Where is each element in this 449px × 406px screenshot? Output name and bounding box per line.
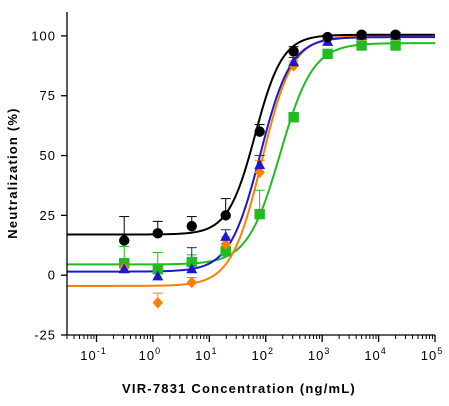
data-point-circle [390,29,401,40]
ticks-layer: -25 0 25 50 75 100 10-1 100 101 102 103 104 105 [31,28,443,363]
data-point-square [254,208,265,220]
y-tick-label: 25 [40,208,56,223]
data-point-circle [119,235,130,246]
data-point-triangle [220,230,232,241]
x-tick-label: 100 [139,346,161,363]
x-tick-label: 105 [421,346,443,363]
data-point-square [390,40,401,51]
data-point-circle [254,126,265,137]
data-point-square [356,40,367,51]
data-point-circle [356,29,367,40]
y-tick-label: 100 [31,28,56,43]
data-point-square [220,246,231,257]
x-tick-label: 10-1 [80,346,106,363]
data-point-triangle [152,270,164,281]
x-tick-label: 103 [308,346,330,363]
fit-curve-circle [67,33,435,236]
y-tick-label: 75 [40,88,56,103]
fit-curves-layer [67,33,436,287]
data-point-circle [186,220,197,232]
data-point-diamond [152,296,163,309]
data-point-square [322,48,333,60]
fit-curve-diamond [67,34,435,287]
data-point-square [288,112,299,123]
data-point-diamond [220,238,231,250]
x-tick-label: 101 [195,346,217,363]
data-point-circle [152,228,163,239]
fit-curve-square [67,42,435,266]
data-point-triangle [254,159,266,170]
data-point-circle [322,31,333,43]
data-point-diamond [254,166,265,179]
data-point-triangle [186,263,198,274]
y-tick-label: -25 [34,328,56,343]
data-point-square [186,256,197,268]
x-axis-title: VIR-7831 Concentration (ng/mL) [122,381,356,396]
x-tick-label: 104 [364,346,386,363]
data-points-layer [118,29,402,309]
data-point-diamond [186,276,197,289]
data-point-triangle [118,263,130,274]
data-point-circle [220,210,231,221]
data-point-triangle [288,56,300,67]
y-axis-title: Neutralization (%) [5,107,20,238]
data-point-square [152,264,163,275]
y-tick-label: 0 [48,268,56,283]
y-tick-label: 50 [40,148,56,163]
data-point-circle [288,46,299,57]
axes-layer [66,12,435,336]
x-tick-label: 102 [252,346,274,363]
